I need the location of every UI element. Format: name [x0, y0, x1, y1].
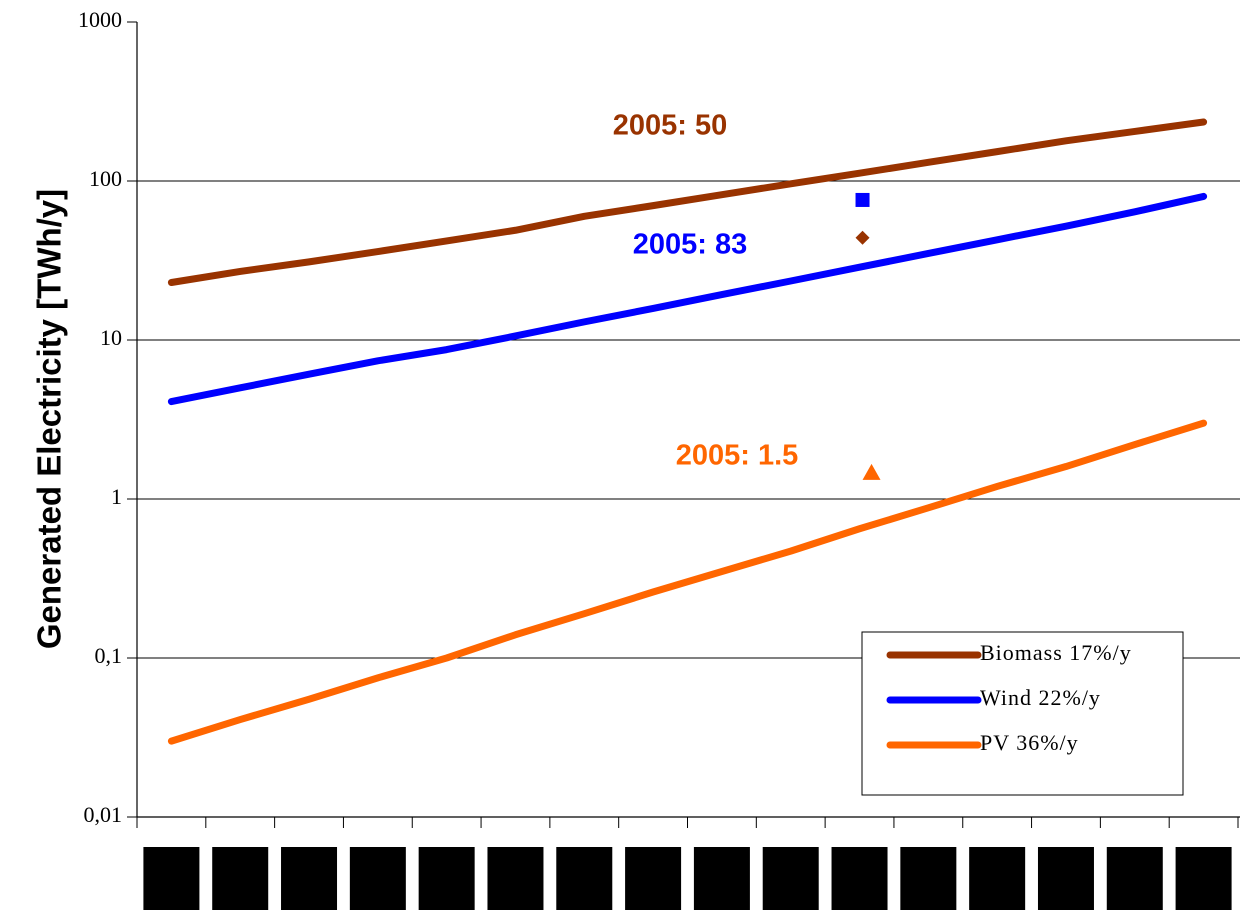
legend-label: PV 36%/y [980, 730, 1079, 755]
legend-label: Biomass 17%/y [980, 640, 1132, 665]
x-label-redaction [969, 847, 1026, 910]
y-tick-label: 0,1 [95, 643, 123, 668]
marker [862, 463, 881, 480]
marker [855, 192, 870, 207]
series-line [167, 419, 1208, 745]
x-label-redaction [1037, 847, 1094, 910]
series-line [167, 192, 1208, 406]
legend-label: Wind 22%/y [980, 685, 1101, 710]
y-tick-label: 0,01 [84, 802, 123, 827]
x-label-redaction [212, 847, 269, 910]
legend: Biomass 17%/y Wind 22%/y PV 36%/y [861, 631, 1184, 796]
x-label-redaction [831, 847, 888, 910]
y-tick-label: 10 [100, 325, 122, 350]
y-axis-label: Generated Electricity [TWh/y] [31, 189, 68, 649]
y-tick-label: 1000 [78, 7, 122, 32]
x-label-redaction [1106, 847, 1163, 910]
x-label-redaction [900, 847, 957, 910]
y-tick-label: 1 [111, 484, 122, 509]
x-label-redaction [487, 847, 544, 910]
annotation: 2005: 83 [633, 229, 748, 261]
annotation: 2005: 50 [613, 110, 728, 142]
legend-box [861, 631, 1184, 796]
x-label-redaction [143, 847, 200, 910]
y-tick-label: 100 [89, 166, 122, 191]
x-label-redaction [1175, 847, 1232, 910]
annotation: 2005: 1.5 [676, 440, 799, 472]
x-label-redaction [625, 847, 682, 910]
x-label-redaction [556, 847, 613, 910]
x-label-redaction [693, 847, 750, 910]
x-label-redaction [349, 847, 406, 910]
x-label-redaction [281, 847, 338, 910]
marker [855, 230, 870, 245]
x-label-redaction [762, 847, 819, 910]
x-label-redaction [418, 847, 475, 910]
series-line [167, 118, 1208, 286]
